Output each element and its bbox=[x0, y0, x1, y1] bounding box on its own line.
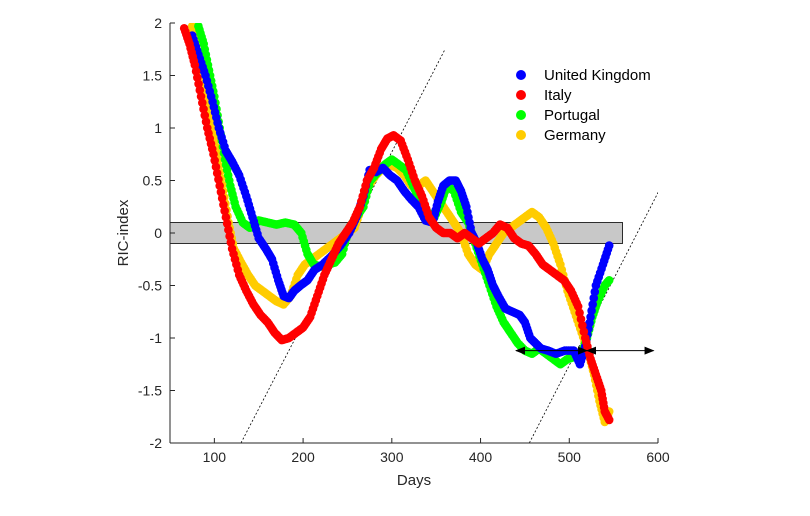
y-axis-title: RIC-index bbox=[115, 199, 132, 266]
x-tick-label: 100 bbox=[203, 449, 227, 465]
legend-marker bbox=[516, 70, 526, 80]
legend-marker bbox=[516, 90, 526, 100]
y-tick-label: 1.5 bbox=[143, 68, 163, 84]
y-tick-label: -1 bbox=[150, 330, 163, 346]
x-tick-label: 500 bbox=[558, 449, 582, 465]
legend-marker bbox=[516, 110, 526, 120]
y-tick-label: 2 bbox=[154, 15, 162, 31]
x-tick-label: 200 bbox=[291, 449, 315, 465]
x-axis-title: Days bbox=[397, 472, 431, 489]
legend-label: United Kingdom bbox=[544, 67, 651, 84]
reference-line-2 bbox=[528, 191, 658, 443]
x-tick-label: 400 bbox=[469, 449, 493, 465]
y-tick-label: -0.5 bbox=[138, 278, 162, 294]
legend-label: Germany bbox=[544, 127, 606, 144]
data-point bbox=[604, 241, 614, 250]
series-italy bbox=[179, 23, 614, 425]
legend: United Kingdom Italy Portugal Germany bbox=[516, 67, 651, 144]
legend-marker bbox=[516, 130, 526, 140]
y-tick-label: -1.5 bbox=[138, 383, 162, 399]
legend-label: Portugal bbox=[544, 107, 600, 124]
y-tick-label: 1 bbox=[154, 120, 162, 136]
legend-label: Italy bbox=[544, 87, 572, 104]
axes: 100 200 300 400 500 600 -2 -1.5 -1 -0.5 0 0.5 1 1.5 2 bbox=[138, 15, 670, 465]
y-tick-label: 0.5 bbox=[143, 173, 163, 189]
y-tick-label: -2 bbox=[150, 435, 163, 451]
data-point bbox=[604, 275, 614, 285]
data-point bbox=[604, 415, 614, 425]
x-tick-label: 300 bbox=[380, 449, 404, 465]
y-tick-label: 0 bbox=[154, 225, 162, 241]
x-tick-label: 600 bbox=[646, 449, 670, 465]
data-points bbox=[179, 23, 614, 427]
